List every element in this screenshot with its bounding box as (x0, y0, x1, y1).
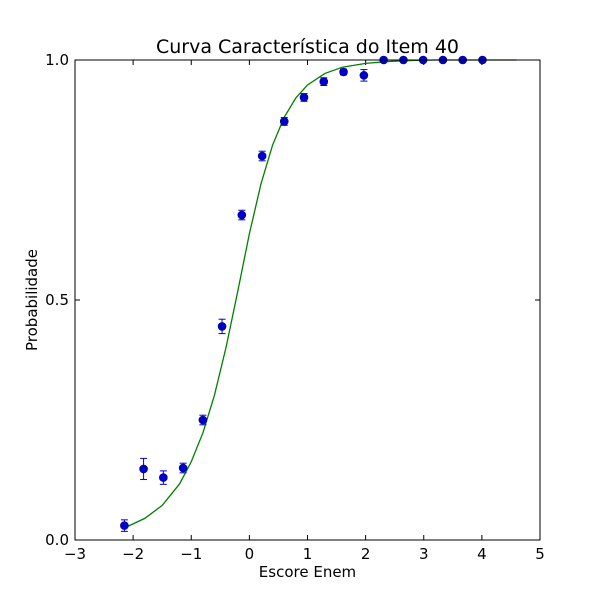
x-tick-label: 3 (419, 545, 429, 563)
point-marker (339, 67, 348, 77)
data-point (139, 457, 148, 481)
data-point (359, 69, 369, 82)
data-point (339, 67, 348, 77)
x-tick-label: −3 (64, 545, 86, 563)
x-tick-label: 0 (245, 545, 255, 563)
data-point (198, 414, 208, 426)
y-tick-label: 0.0 (45, 531, 69, 549)
point-marker (319, 77, 329, 86)
point-marker (237, 210, 247, 220)
x-tick-label: 1 (303, 545, 313, 563)
data-point (279, 117, 289, 126)
plot-frame (74, 59, 541, 541)
y-axis-label: Probabilidade (23, 249, 41, 351)
data-point (319, 77, 329, 86)
point-marker (279, 117, 289, 126)
point-marker (120, 521, 129, 530)
data-point (120, 519, 129, 532)
x-tick-label: 5 (535, 545, 545, 563)
axis-ticks: −3 −2 −1 0 1 2 3 4 5 0.0 0.5 1.0 (45, 51, 545, 563)
point-marker (178, 463, 188, 473)
x-tick-label: −1 (180, 545, 202, 563)
data-point (237, 209, 247, 221)
data-point (178, 462, 188, 474)
point-marker (139, 464, 148, 474)
data-point (217, 318, 227, 335)
data-point (257, 150, 267, 162)
x-tick-label: 4 (477, 545, 487, 563)
point-marker (159, 473, 168, 482)
point-marker (359, 71, 369, 80)
data-point (159, 470, 168, 485)
point-marker (299, 93, 309, 102)
plot-area (75, 60, 540, 540)
x-axis-label: Escore Enem (259, 563, 356, 581)
y-tick-label: 1.0 (45, 51, 69, 69)
y-tick-label: 0.5 (45, 291, 69, 309)
x-tick-label: −2 (122, 545, 144, 563)
data-point (299, 93, 309, 102)
point-marker (217, 322, 227, 331)
point-marker (198, 415, 208, 425)
x-tick-label: 2 (361, 545, 371, 563)
point-marker (257, 151, 267, 161)
chart-title: Curva Característica do Item 40 (156, 36, 459, 58)
